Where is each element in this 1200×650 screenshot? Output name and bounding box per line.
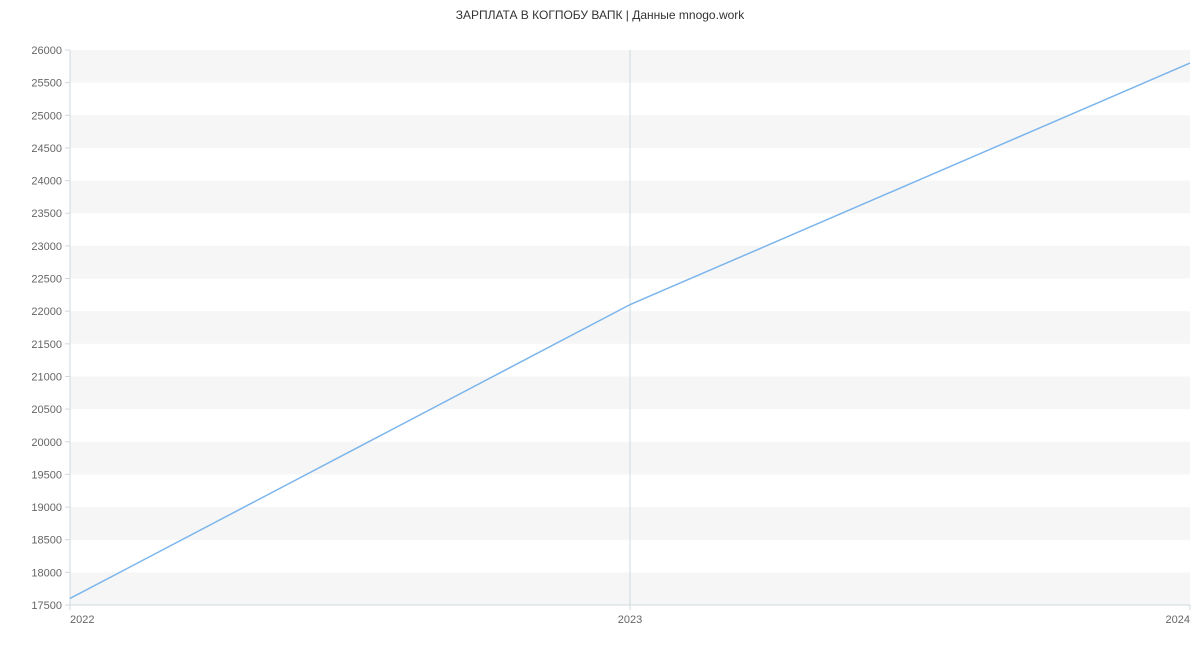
svg-text:20500: 20500 xyxy=(31,404,62,416)
svg-text:18500: 18500 xyxy=(31,535,62,547)
svg-text:22500: 22500 xyxy=(31,274,62,286)
svg-text:25500: 25500 xyxy=(31,78,62,90)
svg-text:18000: 18000 xyxy=(31,567,62,579)
svg-text:26000: 26000 xyxy=(31,45,62,57)
svg-text:24000: 24000 xyxy=(31,176,62,188)
chart-svg: 17500 18000 18500 19000 19500 20000 20500 21000… xyxy=(0,0,1200,650)
svg-text:20000: 20000 xyxy=(31,437,62,449)
svg-text:21000: 21000 xyxy=(31,371,62,383)
svg-text:21500: 21500 xyxy=(31,339,62,351)
svg-text:2023: 2023 xyxy=(618,614,642,626)
svg-text:24500: 24500 xyxy=(31,143,62,155)
svg-text:19500: 19500 xyxy=(31,469,62,481)
svg-text:2024: 2024 xyxy=(1166,614,1190,626)
svg-text:2022: 2022 xyxy=(70,614,94,626)
svg-text:19000: 19000 xyxy=(31,502,62,514)
svg-text:25000: 25000 xyxy=(31,110,62,122)
svg-text:23000: 23000 xyxy=(31,241,62,253)
svg-text:17500: 17500 xyxy=(31,600,62,612)
chart-container: ЗАРПЛАТА В КОГПОБУ ВАПК | Данные mnogo.w… xyxy=(0,0,1200,650)
svg-text:23500: 23500 xyxy=(31,208,62,220)
svg-text:22000: 22000 xyxy=(31,306,62,318)
